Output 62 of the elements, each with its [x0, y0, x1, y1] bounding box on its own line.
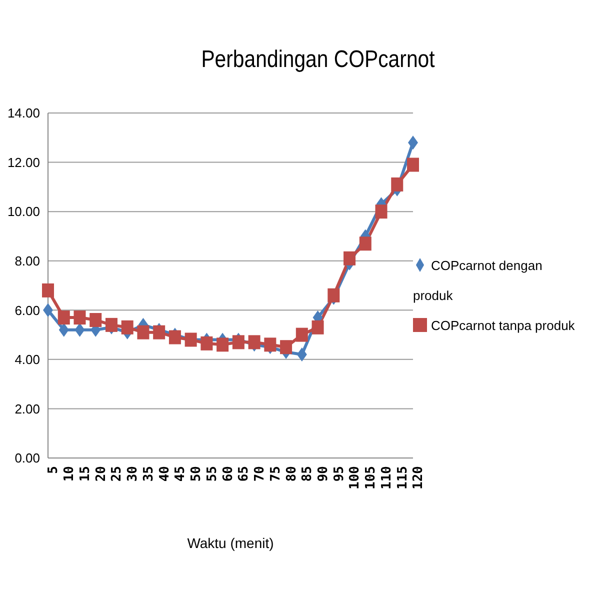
x-tick-label: 75	[268, 466, 284, 482]
y-tick-label: 12.00	[7, 154, 40, 170]
point	[375, 204, 388, 219]
x-tick-label: 40	[157, 466, 172, 482]
x-tick-label: 90	[316, 466, 332, 482]
x-tick-label: 120	[411, 466, 426, 490]
point	[328, 288, 340, 302]
y-tick-label: 10.00	[7, 204, 40, 220]
point	[344, 251, 356, 266]
x-tick-label: 15	[78, 466, 93, 482]
point	[312, 320, 324, 334]
point	[58, 310, 70, 325]
x-axis-title: Waktu (menit)	[187, 535, 274, 551]
y-tick-label: 8.00	[14, 253, 40, 268]
y-tick-label: 0.00	[14, 450, 40, 466]
point	[232, 335, 244, 350]
x-tick-label: 5	[46, 466, 62, 474]
x-tick-label: 110	[379, 466, 394, 490]
legend-label: COPcarnot dengan produk	[413, 258, 542, 302]
x-tick-label: 95	[332, 466, 347, 482]
x-tick-label: 60	[220, 466, 236, 482]
point	[407, 158, 419, 172]
point	[359, 236, 372, 251]
y-tick-label: 14.00	[7, 106, 40, 121]
x-tick-label: 80	[284, 466, 300, 482]
y-tick-label: 6.00	[14, 302, 40, 318]
x-tick-label: 30	[126, 466, 141, 482]
point	[264, 338, 276, 352]
point	[74, 310, 86, 325]
point	[280, 340, 292, 354]
x-tick-label: 10	[62, 466, 78, 482]
x-tick-label: 65	[236, 466, 252, 482]
point	[121, 320, 134, 334]
x-tick-label: 20	[94, 466, 109, 482]
x-tick-label: 70	[252, 466, 268, 482]
x-tick-label: 85	[300, 466, 316, 482]
point	[153, 325, 166, 340]
x-tick-label: 55	[204, 466, 220, 482]
x-tick-label: 25	[110, 466, 125, 482]
point	[90, 313, 102, 327]
chart-title: Perbandingan COPcarnot	[200, 46, 436, 74]
point	[74, 322, 85, 337]
legend-label: COPcarnot tanpa produk	[431, 318, 575, 332]
point	[105, 318, 118, 332]
point	[58, 322, 69, 337]
point	[296, 328, 308, 342]
x-tick-label: 105	[364, 466, 379, 490]
point	[137, 325, 150, 340]
point	[391, 177, 404, 192]
point	[296, 348, 307, 362]
x-tick-label: 50	[189, 466, 204, 482]
point	[168, 330, 181, 344]
y-tick-label: 4.00	[14, 352, 40, 368]
x-tick-label: 35	[141, 466, 156, 482]
x-tick-label: 45	[173, 466, 188, 482]
x-tick-label: 100	[348, 466, 363, 490]
x-tick-label: 115	[395, 466, 410, 490]
point	[200, 336, 213, 350]
point	[42, 283, 54, 298]
point	[248, 335, 260, 350]
point	[216, 338, 229, 352]
y-tick-label: 2.00	[14, 401, 40, 416]
